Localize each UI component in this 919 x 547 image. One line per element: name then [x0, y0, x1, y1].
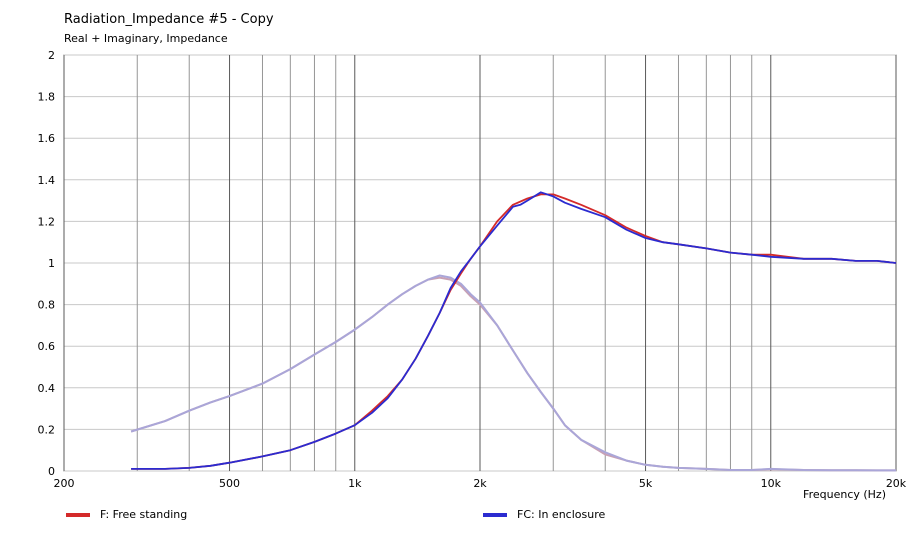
chart-title: Radiation_Impedance #5 - Copy [64, 12, 274, 27]
y-tick-label: 0 [48, 465, 55, 478]
y-tick-label: 1.4 [38, 174, 56, 187]
y-tick-label: 1.6 [38, 132, 56, 145]
series-group [130, 191, 897, 472]
x-tick-label: 2k [473, 477, 487, 490]
legend-label-in-enclosure: FC: In enclosure [517, 508, 606, 521]
x-axis-label: Frequency (Hz) [803, 488, 886, 501]
legend-item-in-enclosure: FC: In enclosure [483, 508, 605, 521]
x-tick-label: 200 [54, 477, 75, 490]
y-tick-label: 1.8 [38, 91, 56, 104]
legend-label-free-standing: F: Free standing [100, 508, 188, 521]
legend-swatch-free-standing [66, 512, 90, 517]
x-tick-label: 5k [639, 477, 653, 490]
y-tick-label: 0.4 [38, 382, 56, 395]
x-tick-label: 1k [348, 477, 362, 490]
legend-swatch-in-enclosure [483, 512, 507, 517]
y-tick-label: 2 [48, 49, 55, 62]
series-line-in-enclosure-real [131, 191, 897, 470]
y-tick-label: 1.2 [38, 215, 56, 228]
tick-labels: 0 0.2 0.4 0.6 0.8 1 1.2 1.4 1.6 1.8 2 200 500 1k 2k 5k 1… [38, 49, 907, 490]
y-tick-label: 1 [48, 257, 55, 270]
grid [63, 54, 897, 472]
chart-subtitle: Real + Imaginary, Impedance [64, 32, 228, 45]
y-tick-label: 0.6 [38, 340, 56, 353]
series-line-in-enclosure-imaginary [130, 274, 896, 472]
legend-item-free-standing: F: Free standing [66, 508, 187, 521]
y-tick-label: 0.2 [38, 423, 56, 436]
x-tick-label: 10k [761, 477, 782, 490]
x-tick-label: 500 [219, 477, 240, 490]
x-tick-label: 20k [886, 477, 907, 490]
y-tick-label: 0.8 [38, 299, 56, 312]
